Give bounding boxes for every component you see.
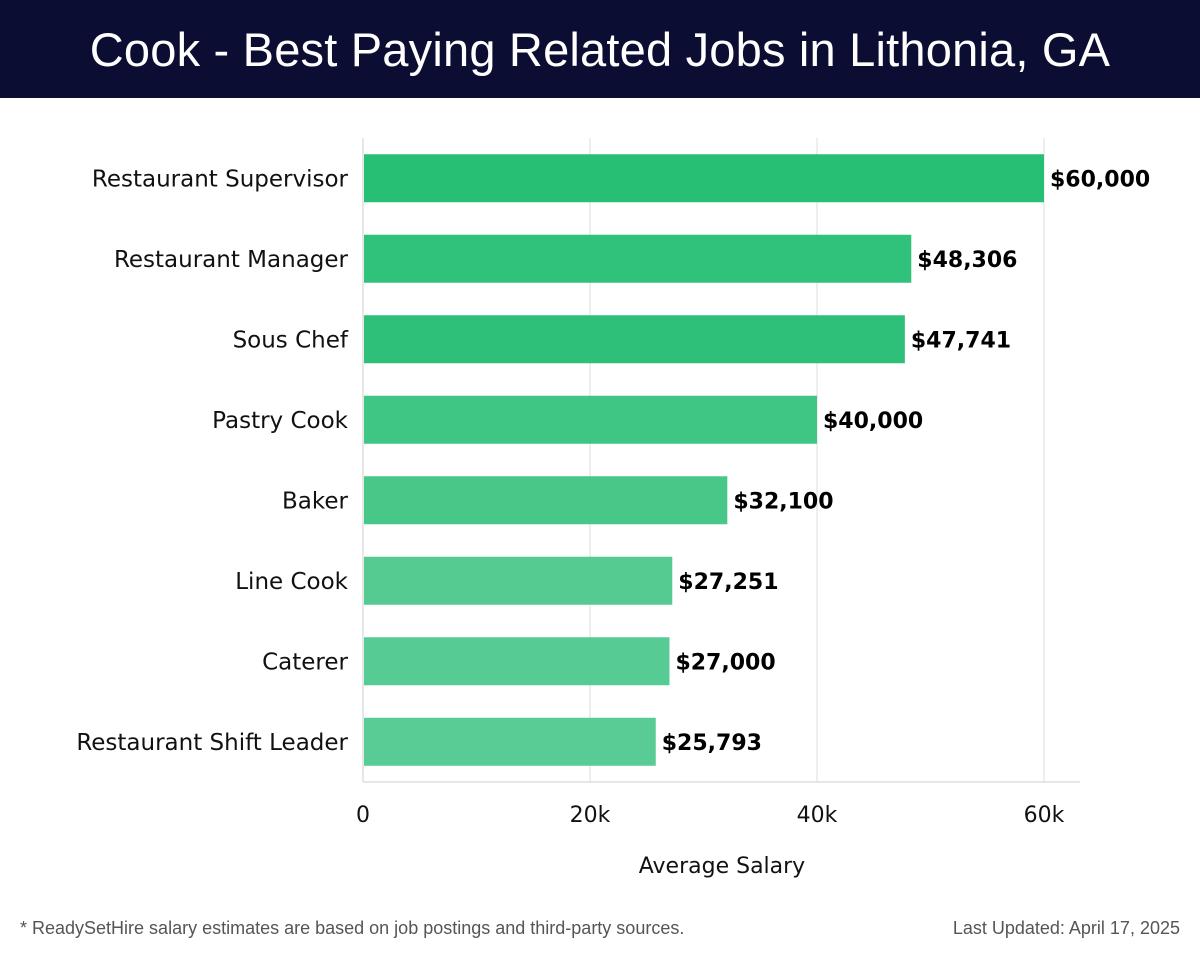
value-label: $32,100: [733, 489, 833, 514]
bar: [364, 234, 912, 283]
value-label: $47,741: [911, 328, 1011, 353]
page-title: Cook - Best Paying Related Jobs in Litho…: [89, 22, 1111, 76]
category-label: Line Cook: [235, 569, 348, 595]
x-tick-label: 40k: [797, 803, 838, 828]
value-label: $60,000: [1050, 167, 1150, 192]
bar: [364, 395, 817, 444]
category-label: Pastry Cook: [212, 408, 349, 434]
grid-layer: [589, 138, 1045, 782]
bar: [364, 556, 673, 605]
footer-note: * ReadySetHire salary estimates are base…: [20, 918, 685, 938]
x-axis-title: Average Salary: [639, 854, 805, 879]
axis-layer: 0 20k 40k 60k: [356, 138, 1080, 828]
x-tick-label: 0: [356, 803, 370, 828]
value-label: $25,793: [662, 731, 762, 756]
bar-layer: Restaurant Supervisor $60,000 Restaurant M…: [76, 154, 1150, 766]
bar: [364, 315, 905, 364]
category-label: Restaurant Shift Leader: [76, 730, 348, 756]
bar: [364, 637, 670, 686]
value-label: $48,306: [917, 248, 1017, 273]
title-bar: Cook - Best Paying Related Jobs in Litho…: [0, 0, 1200, 98]
bar: [364, 717, 656, 766]
x-tick-label: 60k: [1024, 803, 1065, 828]
value-label: $27,251: [678, 570, 778, 595]
value-label: $27,000: [675, 650, 775, 675]
category-label: Caterer: [262, 649, 348, 675]
bar: [364, 476, 728, 525]
category-label: Restaurant Supervisor: [92, 166, 349, 192]
category-label: Baker: [282, 488, 349, 514]
category-label: Sous Chef: [233, 327, 349, 353]
x-tick-label: 20k: [570, 803, 611, 828]
footer-updated: Last Updated: April 17, 2025: [952, 918, 1180, 938]
value-label: $40,000: [823, 409, 923, 434]
category-label: Restaurant Manager: [114, 247, 349, 273]
bar: [364, 154, 1044, 203]
